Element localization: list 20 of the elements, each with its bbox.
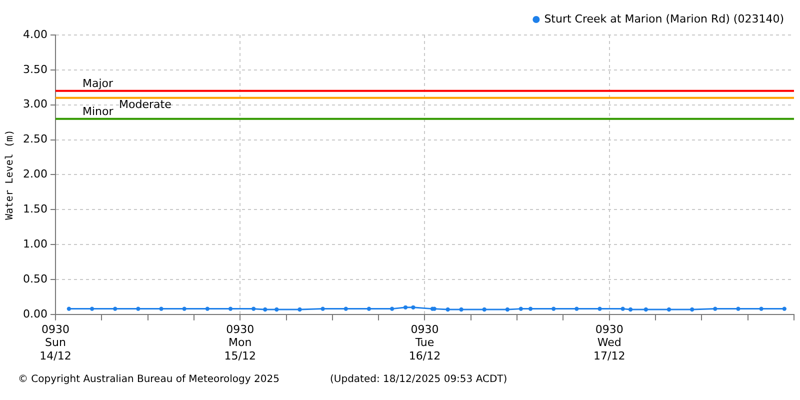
y-tick-label: 2.50 [22, 132, 48, 146]
legend-label: Sturt Creek at Marion (Marion Rd) (023140) [544, 12, 784, 26]
y-tick-label: 0.00 [22, 307, 48, 320]
x-tick-label: 0930 Wed 17/12 [594, 322, 626, 362]
y-tick-label: 0.50 [22, 272, 48, 286]
y-tick-label: 2.00 [22, 168, 48, 181]
y-tick-label: 1.00 [22, 237, 48, 250]
ref-line-label: Major [82, 77, 114, 90]
x-tick-label: 0930 Tue 16/12 [408, 322, 441, 362]
text: © Copyright Australian Bureau of Meteorology 2025 [18, 374, 280, 385]
ref-line-label: Minor [82, 105, 114, 118]
x-tick-label: 0930 Sun 14/12 [40, 322, 72, 362]
y-tick-label: 4.00 [22, 28, 48, 41]
x-tick-label: 0930 Mon 15/12 [224, 322, 256, 362]
y-tick-label: 3.50 [22, 62, 48, 76]
y-tick-label: 1.50 [22, 202, 48, 216]
ref-line-label: Moderate [119, 98, 172, 112]
y-axis-title: Water Level (m) [4, 130, 16, 220]
text: (Updated: 18/12/2025 09:53 ACDT) [330, 374, 508, 385]
y-tick-label: 3.00 [22, 98, 48, 111]
